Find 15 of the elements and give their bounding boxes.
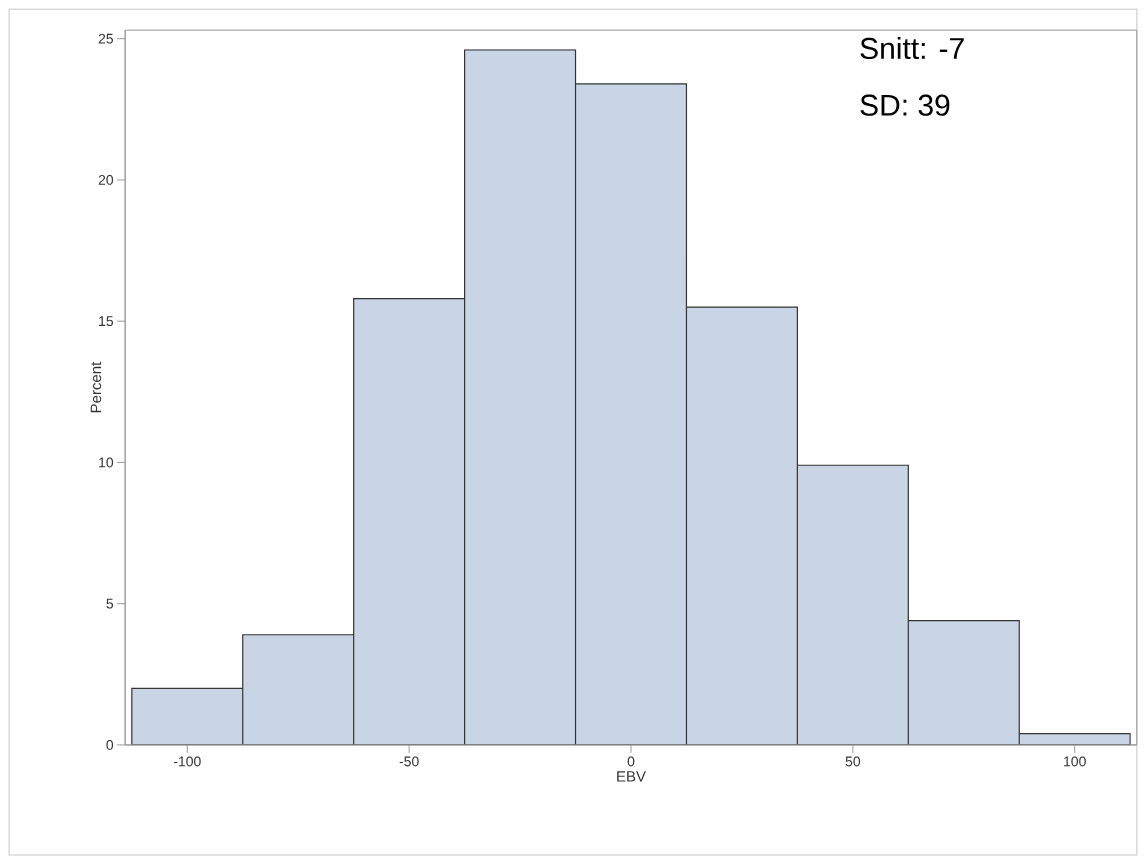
- y-tick-label: 25: [98, 33, 114, 44]
- y-tick-label: 0: [106, 739, 114, 750]
- x-tick-label: -100: [173, 756, 201, 767]
- annotation: Snitt: -7: [860, 36, 964, 60]
- y-tick-label: 10: [99, 457, 114, 468]
- y-tick-label: 20: [98, 174, 114, 185]
- y-tick-label: 15: [99, 316, 114, 327]
- x-tick-label: 100: [1064, 756, 1086, 767]
- x-tick-label: -50: [399, 756, 419, 767]
- x-axis-title: EBV: [617, 771, 646, 782]
- x-tick-label: 50: [845, 756, 861, 767]
- x-tick-label: 0: [627, 756, 635, 767]
- y-tick-label: 5: [106, 598, 114, 609]
- y-axis-title: Percent: [90, 361, 102, 413]
- annotation: SD: 39: [860, 94, 950, 116]
